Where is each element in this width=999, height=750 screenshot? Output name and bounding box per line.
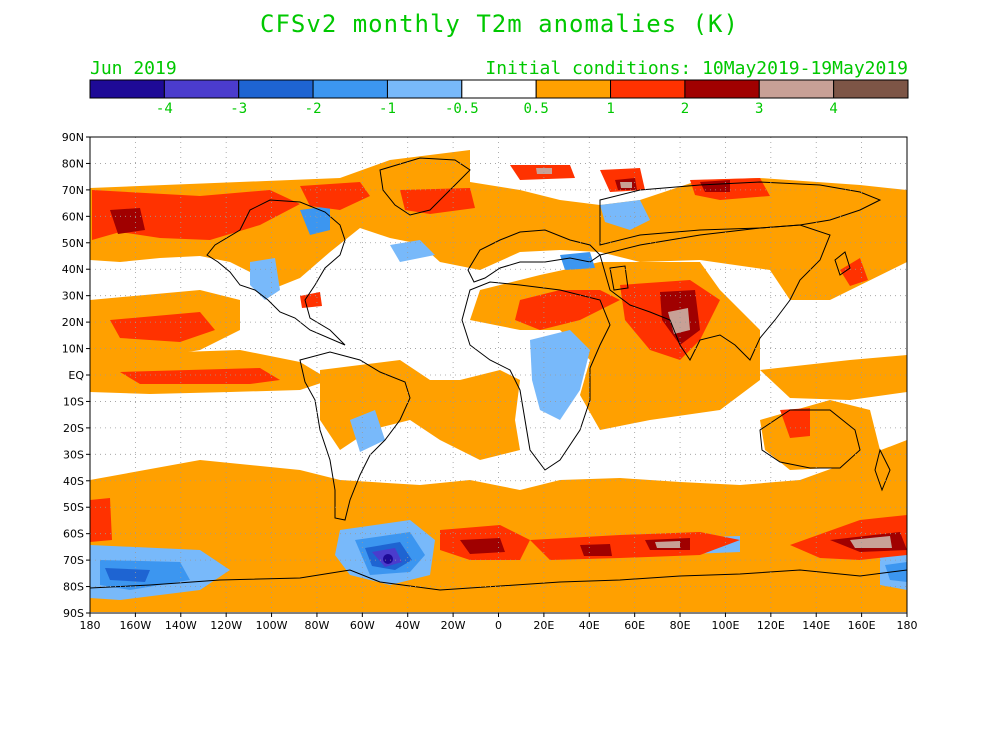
latitude-label: 40N [62, 263, 84, 276]
anomaly-fields [90, 150, 907, 612]
latitude-label: 90N [62, 131, 84, 144]
latitude-label: 80S [63, 581, 84, 594]
lat-lon-grid [90, 137, 907, 613]
longitude-label: 100E [711, 619, 739, 632]
latitude-label: 70S [63, 554, 84, 567]
colorbar-label: 3 [755, 101, 763, 117]
latitude-label: 60N [62, 210, 84, 223]
colorbar-label: -0.5 [445, 101, 479, 117]
longitude-label: 140W [165, 619, 197, 632]
latitude-label: 30S [63, 448, 84, 461]
latitude-label: 50N [62, 237, 84, 250]
longitude-label: 40W [395, 619, 420, 632]
latitude-label: 10S [63, 395, 84, 408]
colorbar-swatch [833, 79, 909, 99]
longitude-label: 160E [848, 619, 876, 632]
anomaly-region-pink [536, 168, 892, 548]
colorbar-label: 2 [681, 101, 689, 117]
latitude-label: 30N [62, 290, 84, 303]
valid-month-label: Jun 2019 [90, 58, 177, 79]
latitude-label: 20N [62, 316, 84, 329]
colorbar-label: -1 [379, 101, 396, 117]
colorbar-label: 4 [829, 101, 837, 117]
latitude-label: 70N [62, 184, 84, 197]
longitude-label: 180 [897, 619, 918, 632]
colorbar-label: -2 [305, 101, 322, 117]
longitude-label: 120W [210, 619, 242, 632]
longitude-label: 160W [119, 619, 151, 632]
longitude-label: 120E [757, 619, 785, 632]
longitude-label: 60E [624, 619, 645, 632]
latitude-label: 40S [63, 475, 84, 488]
longitude-label: 140E [802, 619, 830, 632]
latitude-label: EQ [68, 369, 84, 382]
longitude-labels: 180 160W 140W 120W 100W 80W 60W 40W 20W 0 20E 40E 60… [80, 613, 918, 632]
latitude-label: 20S [63, 422, 84, 435]
latitude-labels: 90N 80N 70N 60N 50N 40N 30N 20N 10N EQ 10S 20S 30S 40… [62, 131, 90, 620]
longitude-label: 80W [305, 619, 330, 632]
longitude-label: 80E [670, 619, 691, 632]
colorbar: -4 -3 -2 -1 -0.5 0.5 1 2 3 4 [89, 79, 909, 117]
longitude-label: 20W [441, 619, 466, 632]
colorbar-label: -3 [230, 101, 247, 117]
longitude-label: 40E [579, 619, 600, 632]
map-title: CFSv2 monthly T2m anomalies (K) [260, 10, 739, 38]
longitude-label: 60W [350, 619, 375, 632]
longitude-label: 100W [256, 619, 288, 632]
colorbar-label: 1 [606, 101, 614, 117]
colorbar-label: 0.5 [524, 101, 549, 117]
latitude-label: 10N [62, 343, 84, 356]
latitude-label: 80N [62, 157, 84, 170]
coastlines [90, 157, 907, 591]
latitude-label: 50S [63, 501, 84, 514]
latitude-label: 90S [63, 607, 84, 620]
anomaly-region-indigo [383, 554, 393, 564]
longitude-label: 20E [533, 619, 554, 632]
latitude-label: 60S [63, 528, 84, 541]
longitude-label: 180 [80, 619, 101, 632]
colorbar-label: -4 [156, 101, 173, 117]
initial-conditions-label: Initial conditions: 10May2019-19May2019 [485, 58, 908, 79]
longitude-label: 0 [495, 619, 502, 632]
